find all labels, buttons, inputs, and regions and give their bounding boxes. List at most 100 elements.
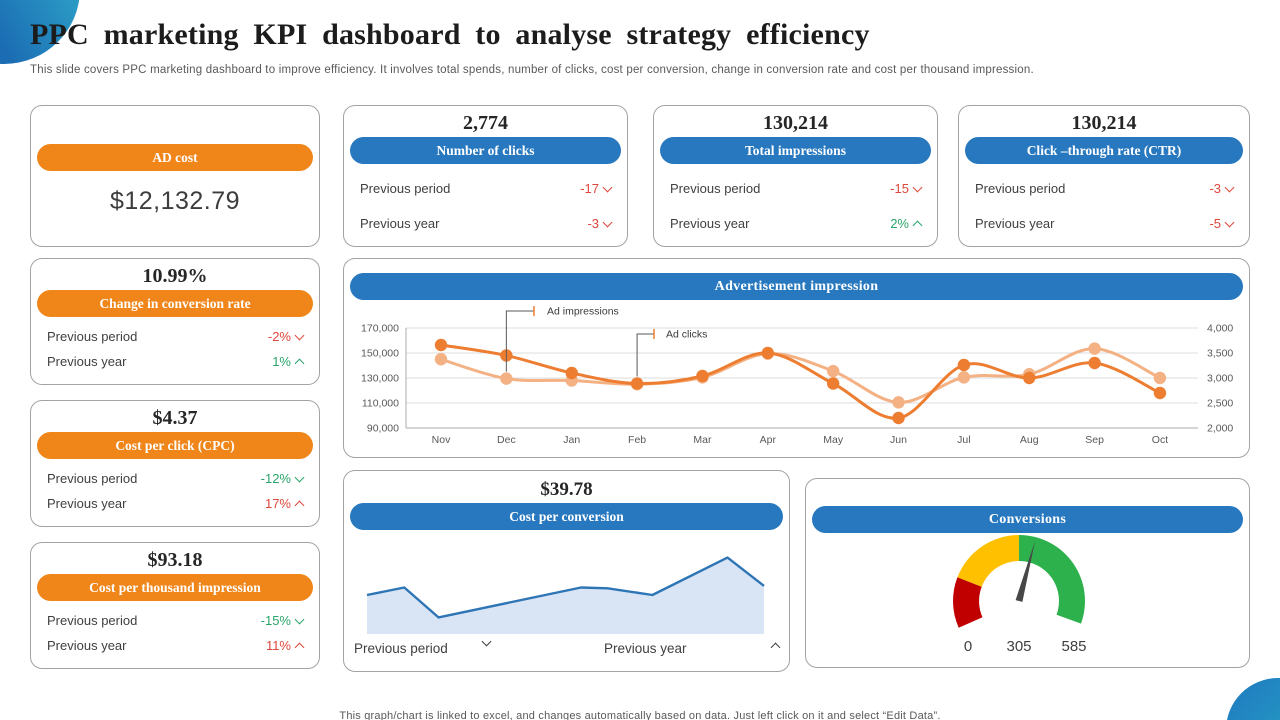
card-ad-cost: AD cost $12,132.79 xyxy=(30,105,320,247)
stat-rows: Previous period -2% Previous year 1% xyxy=(31,321,319,374)
cost-per-conversion-chart[interactable] xyxy=(353,544,781,636)
row-value: -3 xyxy=(587,216,613,231)
gauge-segment xyxy=(1019,535,1085,624)
gauge-scale-label: 585 xyxy=(1061,638,1086,655)
row-value: -2% xyxy=(268,329,305,344)
stat-row: Previous period -3 xyxy=(975,171,1235,206)
stat-value: $93.18 xyxy=(147,549,203,571)
chart-title-pill: Conversions xyxy=(812,506,1243,533)
chevron-up-icon xyxy=(770,642,781,653)
data-point xyxy=(696,369,709,383)
line-series-ad-impressions xyxy=(440,347,1161,404)
left-axis-tick: 90,000 xyxy=(367,423,399,435)
stat-label-pill: Change in conversion rate xyxy=(37,290,313,317)
stat-row: Previous year -3 xyxy=(360,206,613,241)
chevron-down-icon xyxy=(294,472,305,482)
stat-label-pill: Cost per click (CPC) xyxy=(37,432,313,459)
panel-advertisement-impression: Advertisement impression 170,000 4,000 150… xyxy=(343,258,1250,458)
data-point xyxy=(1088,356,1101,370)
series-legend-label: Ad clicks xyxy=(666,329,707,341)
row-label: Previous period xyxy=(670,181,761,196)
left-axis-tick: 130,000 xyxy=(361,373,399,385)
stat-value: 130,214 xyxy=(1071,112,1137,134)
row-label: Previous year xyxy=(975,216,1055,231)
data-point xyxy=(761,346,774,360)
right-axis-tick: 3,000 xyxy=(1207,373,1233,385)
data-point xyxy=(1153,386,1167,400)
x-axis-label: Oct xyxy=(1152,434,1168,446)
stat-row: Previous year 11% xyxy=(47,633,305,658)
data-point xyxy=(500,372,513,385)
x-axis-label: May xyxy=(823,434,844,446)
chevron-down-icon xyxy=(602,217,613,227)
row-label: Previous year xyxy=(360,216,440,231)
stat-label-pill: Click –through rate (CTR) xyxy=(965,137,1243,164)
area-fill xyxy=(367,557,764,634)
data-point xyxy=(1023,371,1036,385)
stat-rows: Previous period -17 Previous year -3 xyxy=(344,168,627,241)
row-label: Previous year xyxy=(670,216,750,231)
card-cost-per-click: $4.37 Cost per click (CPC) Previous peri… xyxy=(30,400,320,527)
card-cost-per-conversion: $39.78 Cost per conversion Previous peri… xyxy=(343,470,790,672)
page-subtitle: This slide covers PPC marketing dashboar… xyxy=(30,64,1034,76)
card-change-in-conversion-rate: 10.99% Change in conversion rate Previou… xyxy=(30,258,320,385)
stat-label-pill: Cost per thousand impression xyxy=(37,574,313,601)
stat-value: $12,132.79 xyxy=(109,187,241,215)
page-title: PPC marketing KPI dashboard to analyse s… xyxy=(30,18,870,51)
advertisement-impression-chart[interactable]: 170,000 4,000 150,000 3,500 130,000 3,000 110,… xyxy=(349,301,1240,453)
chevron-down-icon xyxy=(481,636,492,647)
chevron-up-icon xyxy=(912,220,923,230)
right-axis-tick: 4,000 xyxy=(1207,323,1233,335)
gauge-scale-label: 305 xyxy=(1006,638,1031,655)
stat-rows: Previous period -15% Previous year 11% xyxy=(31,605,319,658)
x-axis-label: Jan xyxy=(563,434,580,446)
stat-value: $4.37 xyxy=(152,407,198,429)
chart-title-pill: Advertisement impression xyxy=(350,273,1243,300)
card-click-through-rate: 130,214 Click –through rate (CTR) Previo… xyxy=(958,105,1250,247)
stat-row: Previous year -5 xyxy=(975,206,1235,241)
chevron-up-icon xyxy=(294,642,305,652)
stat-value: 10.99% xyxy=(142,265,208,287)
data-point xyxy=(434,353,448,366)
data-point xyxy=(826,377,840,390)
right-axis-tick: 3,500 xyxy=(1207,348,1233,360)
chart-title-pill: Cost per conversion xyxy=(350,503,783,530)
chevron-down-icon xyxy=(1224,217,1235,227)
row-value: -5 xyxy=(1209,216,1235,231)
row-value: 11% xyxy=(266,638,305,653)
row-label: Previous period xyxy=(47,329,138,344)
callout-line xyxy=(636,333,654,377)
chevron-down-icon xyxy=(294,330,305,340)
stat-rows: Previous period -3 Previous year -5 xyxy=(959,168,1249,241)
x-axis-label: Jun xyxy=(890,434,907,446)
x-axis-label: Mar xyxy=(693,434,712,446)
chevron-down-icon xyxy=(1224,182,1235,192)
stat-label-pill: Number of clicks xyxy=(350,137,621,164)
stat-row: Previous year 17% xyxy=(47,491,305,516)
x-axis-label: Sep xyxy=(1085,434,1104,446)
gauge-scale-label: 0 xyxy=(964,638,972,655)
chevron-up-icon xyxy=(294,358,305,368)
row-value: -12% xyxy=(261,471,305,486)
row-value: -15 xyxy=(890,181,923,196)
row-value: 1% xyxy=(272,354,305,369)
stat-value: 130,214 xyxy=(763,112,828,134)
stat-value: 2,774 xyxy=(463,112,508,134)
data-point xyxy=(434,338,448,352)
row-value: -15% xyxy=(261,613,305,628)
card-cost-per-thousand-impression: $93.18 Cost per thousand impression Prev… xyxy=(30,542,320,669)
card-number-of-clicks: 2,774 Number of clicks Previous period -… xyxy=(343,105,628,247)
x-axis-label: Nov xyxy=(432,434,451,446)
stat-row: Previous year 2% xyxy=(670,206,923,241)
area-line xyxy=(366,556,765,619)
stat-row: Previous period -15% xyxy=(47,608,305,633)
x-axis-label: Dec xyxy=(497,434,516,446)
stat-value: $39.78 xyxy=(540,479,593,500)
right-axis-tick: 2,000 xyxy=(1207,423,1233,435)
row-label: Previous period xyxy=(47,471,138,486)
data-point xyxy=(1088,342,1101,355)
x-axis-label: Feb xyxy=(628,434,646,446)
left-axis-tick: 150,000 xyxy=(361,348,399,360)
row-label: Previous period xyxy=(47,613,138,628)
conversions-gauge-chart[interactable]: 0 305 585 xyxy=(806,534,1251,664)
